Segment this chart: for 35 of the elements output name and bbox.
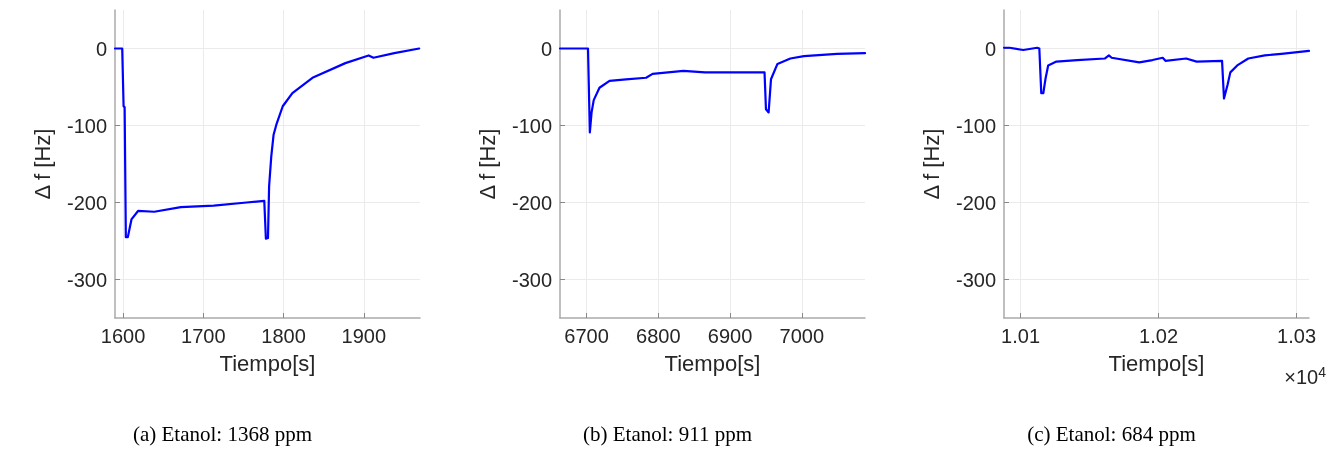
x-tick-label: 1.03 [1277, 325, 1317, 347]
line-series [113, 47, 421, 240]
x-tick-label: 1600 [100, 325, 146, 347]
x-tick-label: 7000 [779, 325, 824, 347]
y-axis-title: Δ f [Hz] [918, 128, 944, 200]
x-axis-title: Tiempo[s] [219, 350, 316, 376]
y-tick-label: -300 [66, 268, 107, 291]
x-tick-label: 1.02 [1139, 325, 1179, 347]
line-series [558, 47, 866, 134]
x-tick-label: 1700 [181, 325, 226, 347]
line-series [1003, 46, 1311, 100]
x-axis-title: Tiempo[s] [664, 350, 761, 376]
y-tick-label: -200 [66, 191, 107, 214]
x-tick-label: 6700 [563, 325, 609, 347]
x-tick-label: 1.01 [1001, 325, 1041, 347]
y-axis-title: Δ f [Hz] [474, 128, 500, 200]
x-tick-label: 1800 [261, 325, 306, 347]
text: (a) Etanol: 1368 ppm [132, 421, 313, 446]
y-tick-label: -200 [511, 191, 552, 214]
y-tick-label: 0 [95, 37, 107, 60]
y-tick-label: -100 [66, 114, 107, 137]
text: (b) Etanol: 911 ppm [582, 421, 752, 446]
y-tick-label: -200 [956, 191, 997, 214]
y-tick-label: -300 [956, 268, 997, 291]
x-axis-title: Tiempo[s] [1108, 350, 1205, 376]
x-tick-label: 1900 [341, 325, 387, 347]
x-tick-label: 6800 [635, 325, 681, 347]
y-tick-label: -300 [511, 268, 552, 291]
y-tick-label: -100 [956, 114, 997, 137]
y-tick-label: 0 [540, 37, 552, 60]
text: (c) Etanol: 684 ppm [1027, 421, 1197, 446]
y-tick-label: 0 [985, 37, 997, 60]
x-tick-label: 6900 [707, 325, 752, 347]
y-tick-label: -100 [511, 114, 552, 137]
y-axis-title: Δ f [Hz] [29, 128, 55, 200]
